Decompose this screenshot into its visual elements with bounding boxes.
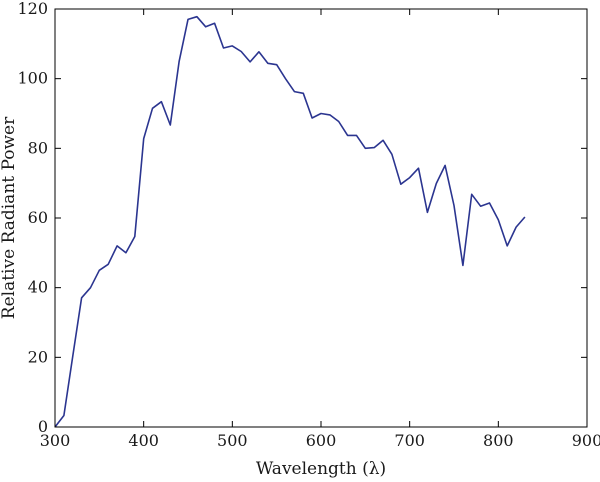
x-axis-label: Wavelength (λ) [256,459,386,479]
x-tick-label: 700 [394,431,425,450]
x-tick-label: 300 [40,431,71,450]
axis-ticks [54,8,588,428]
tick-labels: 300 400 500 600 700 800 900 0 20 40 60 80 100 120 [17,0,600,450]
x-tick-label: 500 [217,431,248,450]
series-line [54,15,526,428]
y-tick-label: 100 [17,69,48,88]
y-tick-label: 0 [38,417,48,436]
y-tick-label: 60 [28,208,48,227]
y-tick-label: 40 [28,278,48,297]
y-tick-label: 80 [28,138,48,157]
x-tick-label: 600 [306,431,337,450]
plot-frame [54,8,588,428]
x-tick-label: 900 [572,431,600,450]
y-tick-label: 120 [17,0,48,18]
series-layer [54,15,526,428]
x-tick-label: 400 [128,431,159,450]
y-tick-label: 20 [28,347,48,366]
y-axis-label: Relative Radiant Power [0,116,19,319]
x-tick-label: 800 [483,431,514,450]
